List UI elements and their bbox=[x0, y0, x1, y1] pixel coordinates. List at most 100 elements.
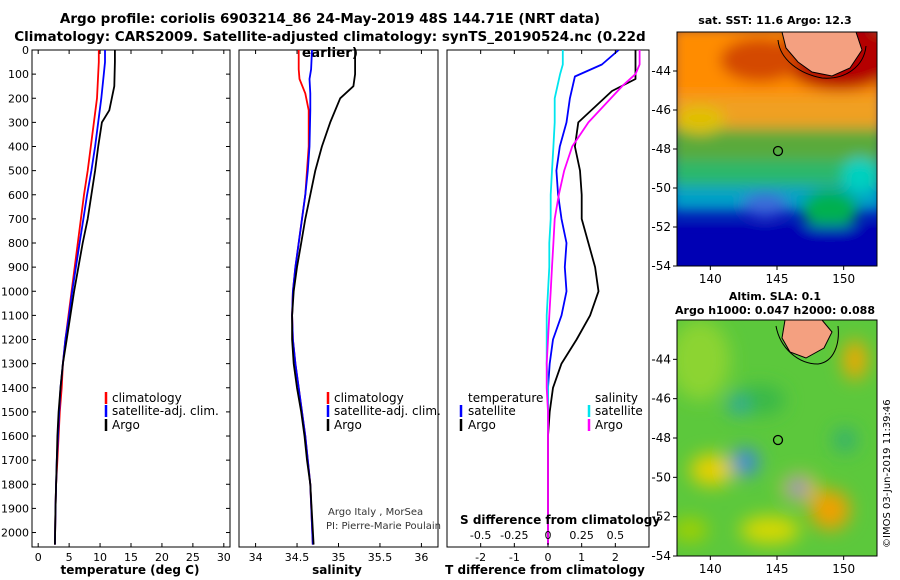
difference-plot bbox=[545, 50, 641, 545]
legend-label-argo: Argo bbox=[334, 418, 362, 432]
xtick-label: 15 bbox=[124, 551, 138, 564]
ytick-label: 900 bbox=[8, 261, 29, 274]
series-line-argo bbox=[545, 50, 641, 545]
x2tick-label: -0.5 bbox=[470, 529, 491, 542]
sla-map bbox=[677, 320, 877, 556]
legend-label-T-argo: Argo bbox=[468, 418, 496, 432]
xtick-label: 5 bbox=[66, 551, 73, 564]
ytick-label: 1300 bbox=[1, 358, 29, 371]
legend-label-S-satellite: satellite bbox=[595, 404, 643, 418]
x2tick-label: 0.5 bbox=[607, 529, 625, 542]
map-ytick-label: -48 bbox=[651, 431, 671, 445]
legend-label-satellite-adj: satellite-adj. clim. bbox=[112, 404, 219, 418]
xtick-label: -2 bbox=[475, 551, 486, 564]
series-line-argo bbox=[547, 50, 637, 545]
legend-title-salinity: salinity bbox=[595, 391, 638, 405]
legend-title-temperature: temperature bbox=[468, 391, 543, 405]
ytick-label: 1500 bbox=[1, 406, 29, 419]
map-xtick-label: 145 bbox=[766, 562, 789, 576]
xtick-label: 36 bbox=[414, 551, 428, 564]
map-xtick-label: 145 bbox=[766, 272, 789, 286]
legend-label-climatology: climatology bbox=[334, 391, 404, 405]
series-line-argo bbox=[291, 50, 357, 545]
ytick-label: 200 bbox=[8, 92, 29, 105]
x2tick-label: -0.25 bbox=[500, 529, 528, 542]
map-ytick-label: -46 bbox=[651, 103, 671, 117]
map-ytick-label: -54 bbox=[651, 549, 671, 563]
xtick-label: 2 bbox=[612, 551, 619, 564]
temperature-axis-title: temperature (deg C) bbox=[61, 563, 200, 577]
xtick-label: 35.5 bbox=[368, 551, 393, 564]
xtick-label: 0 bbox=[35, 551, 42, 564]
series-line-satellite bbox=[547, 50, 620, 545]
ytick-label: 2000 bbox=[1, 527, 29, 540]
map-xtick-label: 150 bbox=[832, 272, 855, 286]
difference-legend: temperature satellite Argo salinity sate… bbox=[459, 391, 643, 432]
sla-argo-marker bbox=[772, 434, 784, 446]
s-difference-axis-title: S difference from climatology bbox=[460, 513, 660, 527]
map-ytick-label: -48 bbox=[651, 142, 671, 156]
ytick-label: 0 bbox=[22, 44, 29, 57]
xtick-label: 34.5 bbox=[285, 551, 310, 564]
ytick-label: 400 bbox=[8, 141, 29, 154]
ytick-label: 500 bbox=[8, 165, 29, 178]
sla-map-title-line2: Argo h1000: 0.047 h2000: 0.088 bbox=[675, 304, 875, 317]
ytick-label: 1900 bbox=[1, 502, 29, 515]
xtick-label: 25 bbox=[186, 551, 200, 564]
sst-map bbox=[677, 32, 877, 266]
legend-label-satellite-adj: satellite-adj. clim. bbox=[334, 404, 441, 418]
ytick-label: 600 bbox=[8, 189, 29, 202]
ytick-label: 1800 bbox=[1, 478, 29, 491]
map-ytick-label: -44 bbox=[651, 352, 671, 366]
temperature-axes-frame bbox=[31, 49, 231, 548]
map-ytick-label: -46 bbox=[651, 392, 671, 406]
series-line-argo bbox=[54, 50, 116, 545]
ytick-label: 1100 bbox=[1, 309, 29, 322]
ytick-label: 1000 bbox=[1, 285, 29, 298]
series-line-satellite bbox=[545, 50, 564, 545]
sst-argo-marker bbox=[772, 145, 784, 157]
xtick-label: 20 bbox=[155, 551, 169, 564]
ytick-label: 1200 bbox=[1, 334, 29, 347]
map-ytick-label: -44 bbox=[651, 64, 671, 78]
xtick-label: 30 bbox=[217, 551, 231, 564]
salinity-legend: climatology satellite-adj. clim. Argo bbox=[326, 391, 441, 432]
ytick-label: 700 bbox=[8, 213, 29, 226]
credit-line2: PI: Pierre-Marie Poulain bbox=[326, 521, 441, 532]
temperature-plot bbox=[54, 50, 116, 545]
xtick-label: 34 bbox=[249, 551, 263, 564]
salinity-axis-title: salinity bbox=[312, 563, 362, 577]
sla-map-title-line1: Altim. SLA: 0.1 bbox=[728, 290, 822, 303]
map-ytick-label: -52 bbox=[651, 220, 671, 234]
ytick-label: 1400 bbox=[1, 382, 29, 395]
map-ytick-label: -50 bbox=[651, 470, 671, 484]
ytick-label: 100 bbox=[8, 68, 29, 81]
legend-label-argo: Argo bbox=[112, 418, 140, 432]
ytick-label: 300 bbox=[8, 116, 29, 129]
series-line-climatology bbox=[54, 50, 100, 545]
map-xtick-label: 140 bbox=[699, 562, 722, 576]
xtick-label: 10 bbox=[93, 551, 107, 564]
plot-title-line2: Climatology: CARS2009. Satellite-adjuste… bbox=[14, 29, 646, 61]
ytick-label: 800 bbox=[8, 237, 29, 250]
xtick-label: 35 bbox=[332, 551, 346, 564]
axes-ticks-and-labels: 0100200300400500600700800900100011001200… bbox=[1, 44, 855, 576]
x2tick-label: 0.25 bbox=[569, 529, 594, 542]
plot-title-line1: Argo profile: coriolis 6903214_86 24-May… bbox=[59, 11, 601, 27]
sst-map-title: sat. SST: 11.6 Argo: 12.3 bbox=[698, 14, 852, 27]
map-xtick-label: 150 bbox=[832, 562, 855, 576]
legend-label-S-argo: Argo bbox=[595, 418, 623, 432]
salinity-plot bbox=[291, 50, 357, 545]
xtick-label: 0 bbox=[545, 551, 552, 564]
ytick-label: 1600 bbox=[1, 430, 29, 443]
temperature-legend: climatology satellite-adj. clim. Argo bbox=[104, 391, 219, 432]
x2tick-label: 0 bbox=[545, 529, 552, 542]
series-line-satellite-adj-clim- bbox=[54, 50, 106, 545]
map-xtick-label: 140 bbox=[699, 272, 722, 286]
t-difference-axis-title: T difference from climatology bbox=[445, 563, 645, 577]
legend-label-T-satellite: satellite bbox=[468, 404, 516, 418]
xtick-label: 1 bbox=[578, 551, 585, 564]
map-ytick-label: -52 bbox=[651, 510, 671, 524]
map-ytick-label: -50 bbox=[651, 181, 671, 195]
